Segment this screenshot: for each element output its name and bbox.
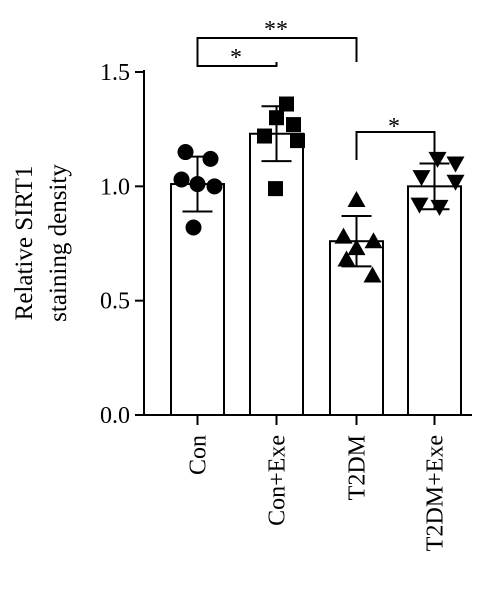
x-tick-label: T2DM (345, 435, 371, 500)
data-point-triangle-down (430, 199, 449, 216)
data-point-triangle-up (334, 227, 353, 244)
x-tick-label: Con (186, 435, 212, 475)
bar-1 (249, 132, 304, 417)
x-axis-category-labels: Con Con+Exe T2DM T2DM+Exe (186, 415, 449, 551)
axes (143, 70, 472, 416)
significance-label-1: ** (264, 17, 288, 43)
significance-bracket-2 (355, 131, 436, 160)
data-point-square (279, 96, 294, 112)
significance-bracket-0 (196, 62, 278, 67)
data-point-triangle-up (337, 250, 356, 267)
data-point-triangle-up (347, 239, 366, 256)
significance-label-2: * (388, 114, 400, 140)
bar-0 (170, 183, 225, 416)
data-point-square (268, 181, 283, 197)
bar-3 (407, 185, 462, 416)
x-tick-label: Con+Exe (265, 435, 291, 526)
data-point-triangle-up (347, 191, 366, 208)
y-axis-ticks: 0.0 0.5 1.0 1.5 (100, 60, 144, 429)
y-axis-title-line-1: Relative SIRT1 (11, 166, 38, 321)
data-point-square (269, 110, 284, 126)
data-point-square (257, 128, 272, 144)
y-tick-label: 1.0 (100, 174, 130, 200)
data-point-circle (173, 171, 190, 188)
data-point-square (286, 117, 301, 133)
significance-brackets: **** (196, 17, 436, 160)
data-point-triangle-down (428, 151, 447, 168)
significance-label-0: * (230, 45, 242, 71)
data-point-triangle-up (363, 266, 382, 283)
data-point-triangle-down (410, 197, 429, 214)
data-point-circle (189, 176, 206, 193)
data-point-circle (206, 178, 223, 195)
x-tick-label: T2DM+Exe (423, 435, 449, 551)
data-point-triangle-up (364, 232, 383, 249)
y-tick-label: 1.5 (100, 60, 130, 86)
data-point-triangle-down (446, 174, 465, 191)
y-axis-title-line-2: staining density (45, 164, 72, 322)
data-point-triangle-down (446, 156, 465, 173)
data-point-circle (185, 219, 202, 236)
y-tick-label: 0.5 (100, 289, 130, 315)
data-point-circle (202, 150, 219, 167)
significance-bracket-1 (196, 37, 358, 62)
y-tick-label: 0.0 (100, 403, 130, 429)
data-point-circle (177, 144, 194, 161)
data-points (173, 96, 465, 283)
data-point-square (290, 133, 305, 149)
data-point-triangle-down (412, 170, 431, 187)
y-axis-title: Relative SIRT1 staining density (11, 164, 72, 322)
